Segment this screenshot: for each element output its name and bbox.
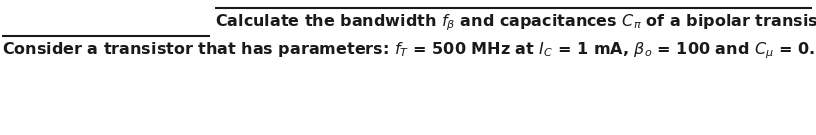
Text: Consider a transistor that has parameters: $f_{T}$ = 500 MHz at $I_{C}$ = 1 mA, : Consider a transistor that has parameter…: [2, 40, 816, 61]
Text: Calculate the bandwidth $f_{\beta}$ and capacitances $C_{\pi}$ of a bipolar tran: Calculate the bandwidth $f_{\beta}$ and …: [215, 12, 816, 33]
